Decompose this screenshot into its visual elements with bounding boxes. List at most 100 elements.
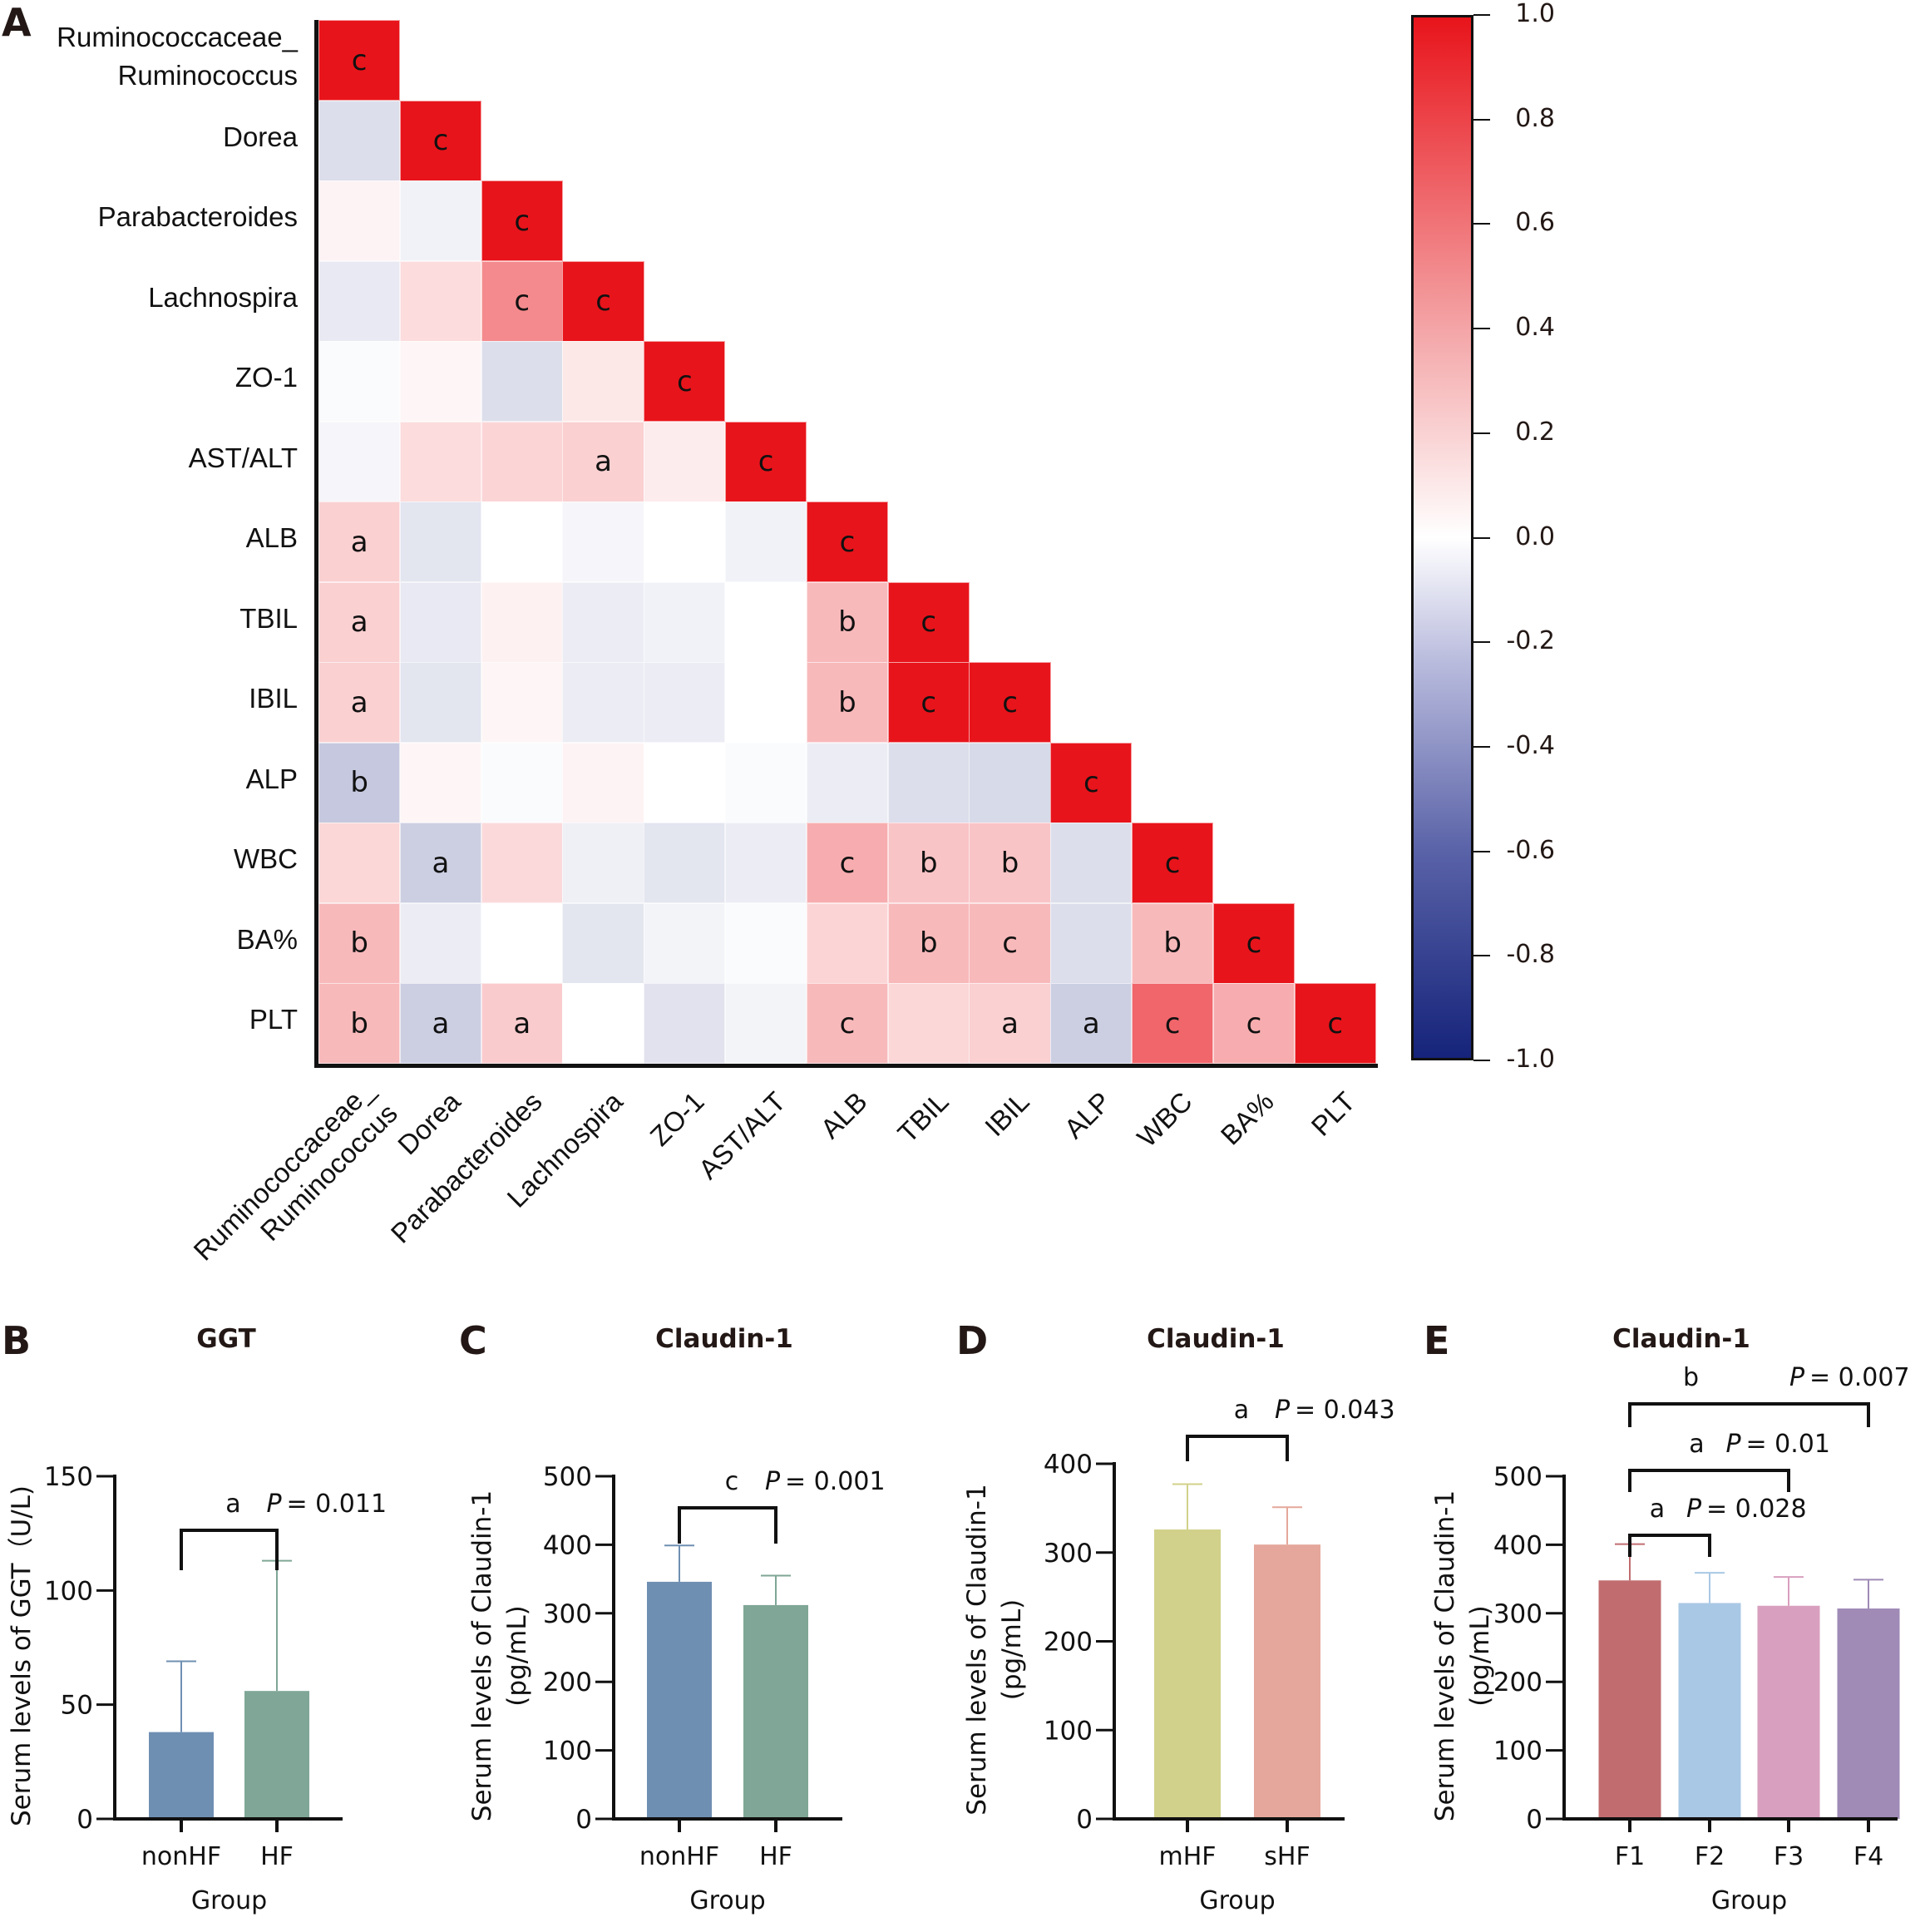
colorbar-tick-mark xyxy=(1473,641,1490,644)
heatmap-cell xyxy=(725,662,807,743)
row-label: Dorea xyxy=(7,118,298,156)
significance-mark: a xyxy=(350,525,368,559)
y-tick-label: 400 xyxy=(1044,1450,1093,1480)
y-axis-title: (pg/mL) xyxy=(1465,1605,1495,1706)
heatmap-cell: c xyxy=(806,983,889,1064)
significance-mark: b xyxy=(350,1006,368,1040)
heatmap-cell: c xyxy=(887,662,970,743)
significance-mark: b xyxy=(350,926,368,960)
heatmap-cell: a xyxy=(399,983,482,1064)
x-tick-label: mHF xyxy=(1158,1842,1216,1871)
heatmap-cell xyxy=(644,742,726,823)
heatmap-cell xyxy=(318,421,401,502)
significance-mark: c xyxy=(1002,685,1018,719)
x-tick-label: F1 xyxy=(1615,1842,1645,1871)
y-tick-label: 400 xyxy=(543,1530,592,1560)
significance-mark: c xyxy=(1002,926,1018,960)
p-value: = 0.001 xyxy=(785,1467,886,1496)
panel-label-b: B xyxy=(2,1318,32,1363)
y-tick-label: 300 xyxy=(1044,1539,1093,1569)
y-axis-title: Serum levels of Claudin-1 xyxy=(467,1490,497,1821)
heatmap-cell: c xyxy=(562,260,644,342)
heatmap-cell xyxy=(725,502,807,582)
y-tick-label: 100 xyxy=(543,1737,592,1766)
bar xyxy=(647,1581,712,1819)
heatmap-cell: c xyxy=(318,20,401,101)
significance-mark: c xyxy=(595,284,611,318)
heatmap-cell: c xyxy=(1212,902,1296,984)
row-label: Lachnospira xyxy=(7,279,298,317)
heatmap-cell xyxy=(562,662,644,743)
significance-bracket xyxy=(180,1529,279,1570)
heatmap-cell: c xyxy=(887,581,970,663)
row-label-line: IBIL xyxy=(249,683,298,714)
colorbar-tick-label: 1.0 xyxy=(1515,0,1555,28)
row-label: ALP xyxy=(7,760,298,798)
y-tick-label: 0 xyxy=(77,1805,93,1835)
heatmap-cell xyxy=(481,823,563,903)
significance-mark: c xyxy=(514,204,531,238)
heatmap-cell xyxy=(481,502,563,582)
panel-label-e: E xyxy=(1424,1318,1450,1363)
significance-mark: c xyxy=(432,124,449,157)
y-axis-title: Serum levels of Claudin-1 xyxy=(962,1484,992,1815)
chart-title: Claudin-1 xyxy=(1612,1324,1750,1354)
p-value: = 0.011 xyxy=(287,1490,387,1519)
y-axis-title: Serum levels of Claudin-1 xyxy=(1430,1490,1460,1821)
x-tick-label: sHF xyxy=(1264,1842,1310,1871)
heatmap-cell xyxy=(1050,902,1133,984)
heatmap-cell xyxy=(481,341,563,422)
significance-mark: b xyxy=(838,605,856,639)
heatmap-cell: c xyxy=(806,823,889,903)
p-label: P xyxy=(1789,1363,1805,1392)
heatmap-x-axis xyxy=(314,1063,1379,1068)
x-tick-label: F4 xyxy=(1853,1842,1883,1871)
colorbar-tick-label: -0.4 xyxy=(1506,730,1555,760)
significance-mark: c xyxy=(1164,1006,1181,1040)
significance-mark: c xyxy=(676,364,693,398)
p-label: P xyxy=(1275,1396,1291,1425)
heatmap-cell xyxy=(399,180,482,261)
row-label: AST/ALT xyxy=(7,439,298,477)
significance-mark: c xyxy=(1164,846,1181,880)
significance-mark: c xyxy=(725,1467,739,1496)
heatmap-cell: b xyxy=(806,662,889,743)
significance-mark: c xyxy=(758,445,774,478)
row-label: WBC xyxy=(7,840,298,878)
p-label: P xyxy=(267,1490,283,1519)
significance-bracket xyxy=(678,1506,777,1544)
heatmap-cell xyxy=(481,581,563,663)
x-tick-label: nonHF xyxy=(639,1842,719,1871)
row-label-line: Lachnospira xyxy=(148,281,298,313)
colorbar-tick-mark xyxy=(1473,328,1490,330)
row-label-line: ALP xyxy=(245,763,298,794)
significance-bracket xyxy=(1628,1469,1790,1492)
x-axis-title: Group xyxy=(1711,1886,1787,1915)
panel-label-a: A xyxy=(2,0,32,45)
heatmap-cell: a xyxy=(1050,983,1133,1064)
heatmap-cell xyxy=(725,742,807,823)
y-axis-title: (pg/mL) xyxy=(997,1599,1027,1700)
heatmap-cell xyxy=(644,581,726,663)
significance-mark: b xyxy=(350,766,368,799)
significance-mark: c xyxy=(1083,766,1099,799)
row-label-line: TBIL xyxy=(239,602,298,634)
significance-mark: a xyxy=(1689,1430,1704,1459)
x-tick-label: nonHF xyxy=(141,1842,221,1871)
significance-mark: c xyxy=(1327,1006,1344,1040)
row-label-line: WBC xyxy=(234,843,298,875)
y-tick-label: 150 xyxy=(44,1462,93,1492)
p-label: P xyxy=(1726,1430,1742,1459)
heatmap-cell: b xyxy=(806,581,889,663)
significance-bracket xyxy=(1186,1435,1289,1461)
colorbar-tick-mark xyxy=(1473,14,1490,16)
heatmap-cell xyxy=(399,341,482,422)
colorbar-tick-label: -1.0 xyxy=(1506,1045,1555,1074)
heatmap-cell xyxy=(562,983,644,1064)
significance-mark: a xyxy=(1234,1396,1249,1425)
row-label-line: BA% xyxy=(236,923,298,955)
heatmap-cell: b xyxy=(318,902,401,984)
row-label: Ruminococcaceae_ Ruminococcus xyxy=(7,18,298,95)
x-axis-title: Group xyxy=(1199,1886,1275,1915)
heatmap-cell: a xyxy=(318,662,401,743)
